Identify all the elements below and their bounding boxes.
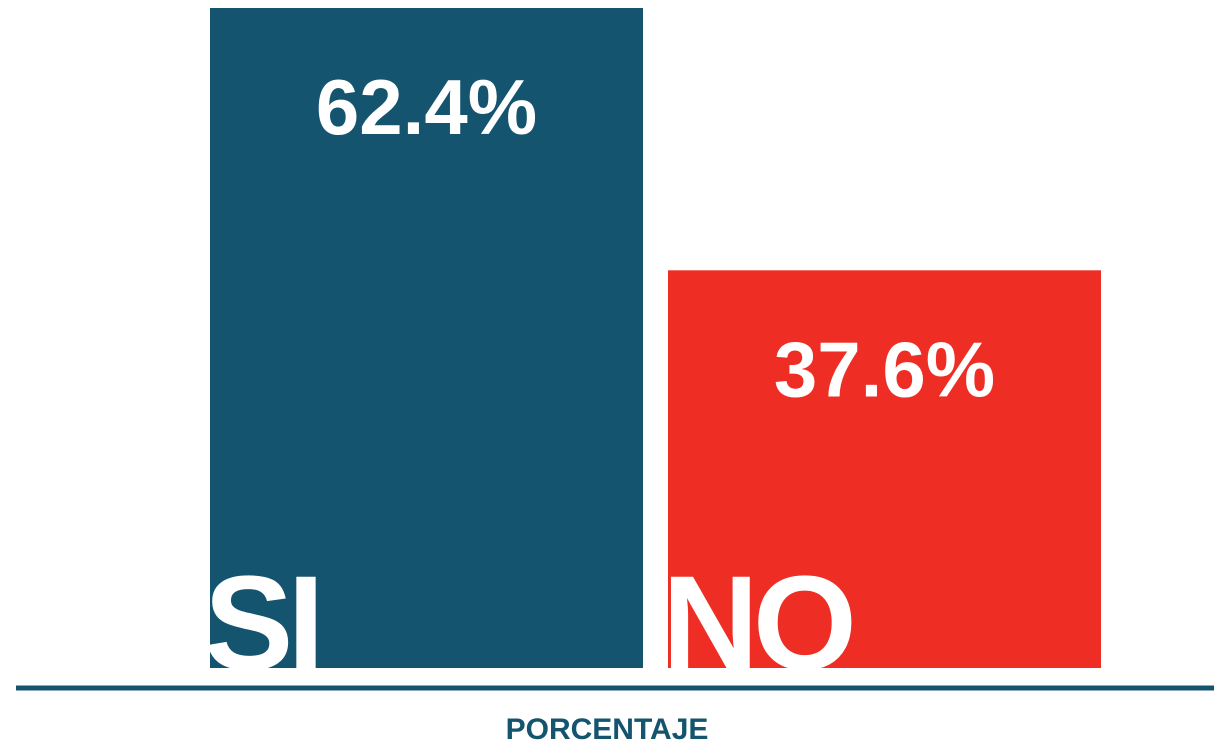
category-label: NO: [662, 549, 852, 698]
value-label: 62.4%: [316, 63, 537, 151]
bar: [668, 270, 1101, 668]
category-label: SI: [204, 549, 319, 698]
bar: [210, 8, 643, 668]
x-axis-label: PORCENTAJE: [506, 713, 709, 741]
value-label: 37.6%: [774, 325, 995, 413]
